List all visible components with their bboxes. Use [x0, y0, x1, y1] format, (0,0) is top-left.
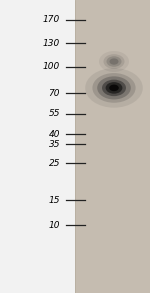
Text: 40: 40: [48, 130, 60, 139]
Text: 10: 10: [48, 221, 60, 229]
Text: 130: 130: [43, 39, 60, 48]
Text: 170: 170: [43, 16, 60, 24]
Text: 25: 25: [48, 159, 60, 168]
Ellipse shape: [110, 58, 118, 65]
Ellipse shape: [106, 82, 122, 94]
Text: 35: 35: [48, 140, 60, 149]
Ellipse shape: [106, 56, 122, 67]
Text: 55: 55: [48, 109, 60, 118]
Ellipse shape: [103, 54, 124, 69]
Ellipse shape: [102, 80, 126, 96]
Bar: [75, 0, 150, 293]
Text: 15: 15: [48, 196, 60, 205]
Text: 100: 100: [43, 62, 60, 71]
Ellipse shape: [109, 85, 119, 91]
Ellipse shape: [97, 76, 131, 99]
Ellipse shape: [92, 73, 136, 103]
Ellipse shape: [85, 68, 143, 108]
Bar: [0, 0, 75, 293]
Ellipse shape: [99, 51, 129, 72]
Text: 70: 70: [48, 89, 60, 98]
